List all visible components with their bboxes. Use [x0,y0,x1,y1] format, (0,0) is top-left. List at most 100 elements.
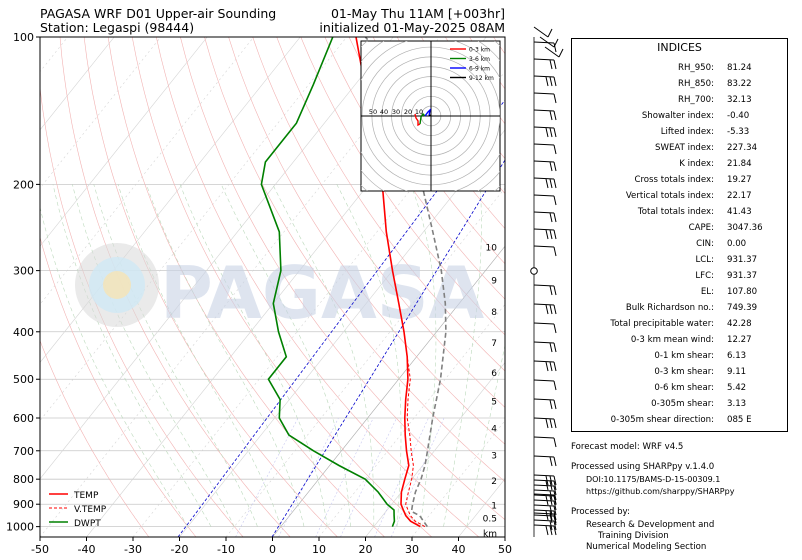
index-label: Total totals index: [637,207,714,217]
index-value: 32.13 [727,95,752,105]
index-row: SWEAT index: 227.34 [572,140,787,156]
dry-adiabat [107,37,385,537]
isotherm [40,37,115,131]
isotherm [318,303,505,537]
dry-adiabat [228,37,505,445]
moist-adiabat [117,184,282,527]
index-label: Lifted index: [660,127,714,137]
index-value: 12.27 [727,335,752,345]
index-row: 0-305m shear direction: 085 E [572,412,787,428]
y-tick-label: 800 [13,473,34,486]
y-tick-label: 900 [13,498,34,511]
index-row: Total totals index: 41.43 [572,204,787,220]
station-label: Station: Legaspi (98444) [40,20,195,35]
index-label: 0-6 km shear: [654,383,714,393]
moist-adiabat [410,184,437,527]
index-label: CIN: [696,239,714,249]
index-label: CAPE: [688,223,714,233]
index-label: Bulk Richardson no.: [625,303,714,313]
index-label: Vertical totals index: [625,191,714,201]
hodograph-ring-label: 10 [415,108,423,116]
index-row: CAPE: 3047.36 [572,220,787,236]
watermark: PAGASA [75,243,485,335]
moist-adiabat [179,184,328,527]
index-value: 085 E [727,415,752,425]
index-label: 0-3 km mean wind: [630,335,714,345]
index-value: 21.84 [727,159,752,169]
index-value: 19.27 [727,175,752,185]
index-row: 0-3 km mean wind: 12.27 [572,332,787,348]
isotherm [411,420,505,537]
index-label: Total precipitable water: [610,319,714,329]
index-value: 6.13 [727,351,747,361]
moist-adiabat [93,184,258,527]
hodograph-trace-9-12km [428,114,432,117]
indices-panel: INDICES RH_950: 81.24 RH_850: 83.22 RH_700: 3… [571,38,788,432]
index-value: 227.34 [727,143,758,153]
height-label: 6 [491,369,497,379]
index-label: 0-1 km shear: [654,351,714,361]
dry-adiabat [180,37,505,521]
chart-title: PAGASA WRF D01 Upper-air Sounding [40,6,277,21]
moist-adiabat [336,184,402,527]
index-label: 0-3 km shear: [654,367,714,377]
x-tick-label: 40 [452,543,466,556]
hodograph-ring-label: 30 [392,108,400,116]
dry-adiabat [40,339,150,537]
index-row: 0-6 km shear: 5.42 [572,380,787,396]
dry-adiabat [131,37,432,537]
index-row: RH_700: 32.13 [572,92,787,108]
series-line-v-temp [355,37,426,528]
hodograph-legend-label: 3-6 km [469,56,490,63]
dry-adiabat [83,37,338,537]
processed-label: Processed using SHARPpy v.1.4.0 [571,462,715,472]
dry-adiabat [204,37,505,483]
y-tick-label: 300 [13,265,34,278]
index-value: 749.39 [727,303,758,313]
index-row: EL: 107.80 [572,284,787,300]
index-value: 0.00 [727,239,747,249]
moist-adiabat [72,184,235,527]
hodograph-ring-label: 20 [404,108,412,116]
hodograph-ring-label: 40 [380,108,388,116]
legend-label: DWPT [74,519,101,529]
index-value: 22.17 [727,191,752,201]
index-label: SWEAT index: [655,143,714,153]
index-row: 0-3 km shear: 9.11 [572,364,787,380]
height-label: 8 [491,308,497,318]
index-row: Vertical totals index: 22.17 [572,188,787,204]
x-tick-label: 0 [269,543,276,556]
index-row: K index: 21.84 [572,156,787,172]
x-tick-label: -50 [31,543,49,556]
index-value: 931.37 [727,271,758,281]
reference-line [177,99,505,537]
moist-adiabat [466,343,505,527]
isotherm [40,37,208,247]
index-row: 0-1 km shear: 6.13 [572,348,787,364]
hodograph-trace-3-6km [419,112,426,125]
mixing-ratio-line [278,417,339,537]
index-row: LFC: 931.37 [572,268,787,284]
y-tick-label: 500 [13,373,34,386]
doi-label: DOI:10.1175/BAMS-D-15-00309.1 [586,475,721,484]
valid-time: 01-May Thu 11AM [+003hr] [330,6,505,21]
x-tick-label: 30 [405,543,419,556]
isotherm [40,37,440,537]
index-row: RH_950: 81.24 [572,60,787,76]
hodograph: 50 40 30 20 10 0-3 km 3-6 km 6-9 km 9-12 km [360,40,501,192]
index-value: 42.28 [727,319,752,329]
height-labels: km 0.5 1 2 3 4 5 6 7 8 9 10 [483,244,498,540]
y-tick-label: 200 [13,178,34,191]
hodograph-trace-6-9km [424,107,432,117]
height-label: 4 [491,425,497,435]
index-row: CIN: 0.00 [572,236,787,252]
index-row: Showalter index: -0.40 [572,108,787,124]
height-label: 1 [491,502,497,512]
index-row: RH_850: 83.22 [572,76,787,92]
y-tick-label: 400 [13,326,34,339]
index-label: EL: [700,287,714,297]
index-value: 931.37 [727,255,758,265]
mixing-ratio-line [391,417,445,537]
moist-adiabat [221,184,351,527]
org-line-2: Training Division [598,531,669,541]
